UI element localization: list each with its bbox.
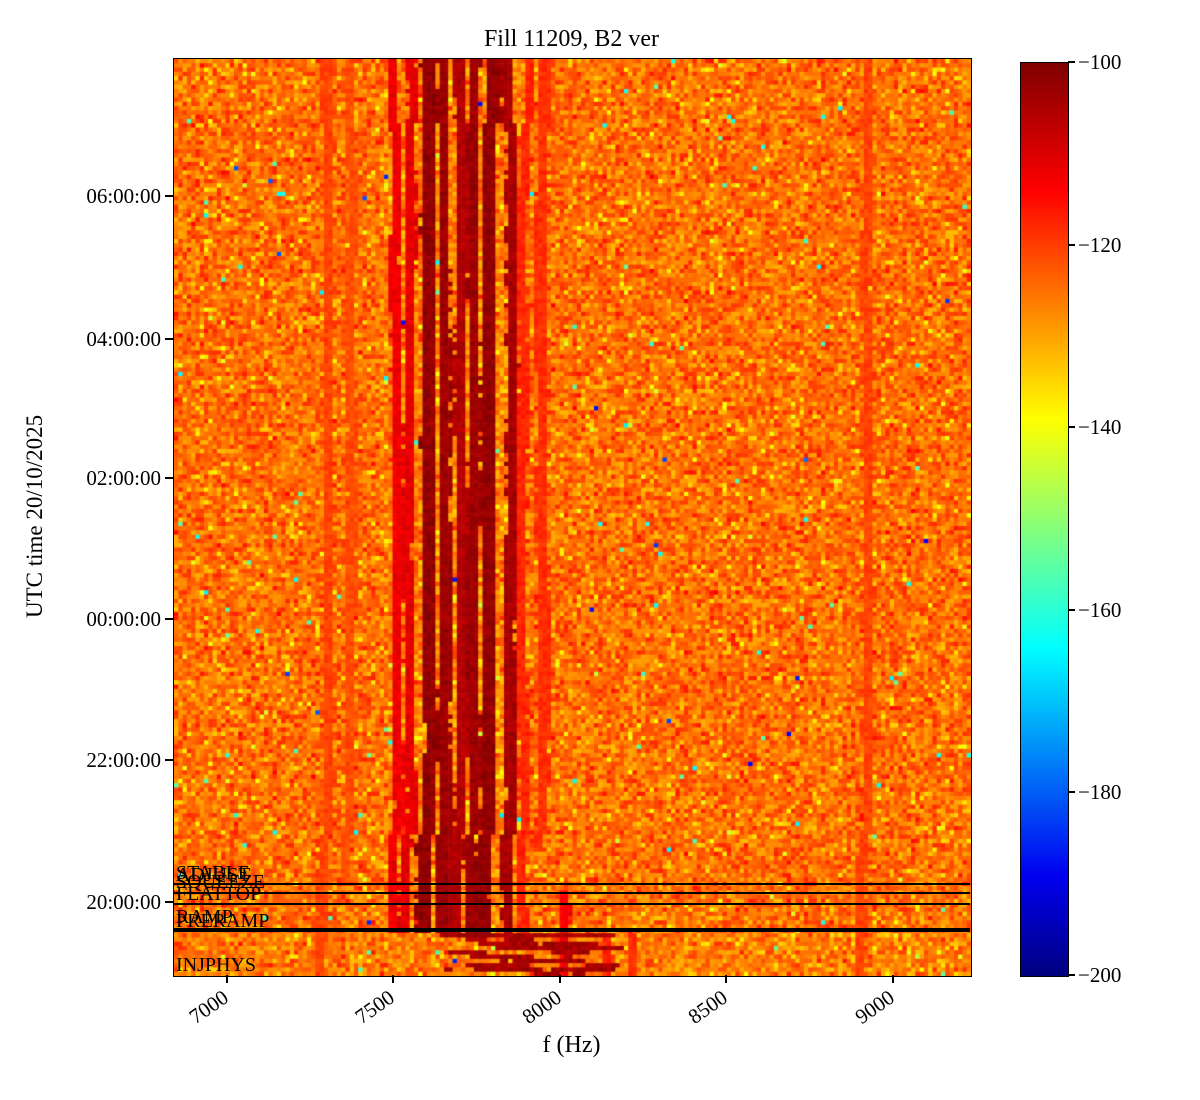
colorbar-tick-label: −120 xyxy=(1078,232,1122,257)
spectrogram-heatmap xyxy=(173,58,972,977)
colorbar-tick-label: −160 xyxy=(1078,597,1122,622)
y-tick-label: 00:00:00 xyxy=(86,607,161,632)
y-tick-mark xyxy=(165,195,173,197)
y-tick-mark xyxy=(165,759,173,762)
y-tick-label: 06:00:00 xyxy=(86,184,161,208)
colorbar-tick-mark xyxy=(1068,426,1075,429)
colorbar-tick-mark xyxy=(1068,791,1075,794)
x-tick-mark xyxy=(558,975,561,983)
y-tick-mark xyxy=(165,476,173,479)
colorbar-tick-label: −140 xyxy=(1078,415,1122,440)
colorbar-tick-label: −200 xyxy=(1078,963,1122,987)
beam-mode-label-adjust: ADJUST xyxy=(176,864,251,887)
y-axis-label: UTC time 20/10/2025 xyxy=(22,414,47,619)
y-tick-mark xyxy=(165,337,173,340)
colorbar xyxy=(1020,62,1069,977)
y-tick-mark xyxy=(165,618,173,621)
colorbar-tick-mark xyxy=(1068,61,1075,63)
x-tick-mark xyxy=(725,975,728,983)
beam-mode-line xyxy=(173,928,970,933)
chart-title: Fill 11209, B2 ver xyxy=(483,26,660,52)
beam-mode-line xyxy=(173,883,970,886)
beam-mode-label-flattop: FLATTOP xyxy=(176,883,262,906)
beam-mode-label-squeeze: SQUEEZE xyxy=(176,871,265,894)
beam-mode-label-ramp: RAMP xyxy=(176,905,233,928)
beam-mode-label-stable: STABLE xyxy=(176,862,250,885)
beam-mode-line xyxy=(173,903,970,905)
colorbar-tick-mark xyxy=(1068,974,1075,976)
x-tick-mark xyxy=(225,975,228,983)
y-tick-label: 20:00:00 xyxy=(86,890,161,914)
beam-mode-label-preramp: PRERAMP xyxy=(176,909,270,932)
colorbar-tick-mark xyxy=(1068,608,1075,611)
x-tick-mark xyxy=(891,975,894,983)
beam-mode-line xyxy=(173,892,970,894)
colorbar-tick-label: −100 xyxy=(1078,50,1122,74)
y-tick-mark xyxy=(165,901,173,903)
colorbar-tick-label: −180 xyxy=(1078,780,1122,805)
x-tick-mark xyxy=(392,975,395,983)
y-tick-label: 04:00:00 xyxy=(86,326,161,351)
y-tick-label: 02:00:00 xyxy=(86,465,161,490)
beam-mode-label-injphys: INJPHYS xyxy=(176,954,257,976)
x-axis-label: f (Hz) xyxy=(542,1032,601,1058)
colorbar-tick-mark xyxy=(1068,243,1075,246)
y-tick-label: 22:00:00 xyxy=(86,748,161,773)
